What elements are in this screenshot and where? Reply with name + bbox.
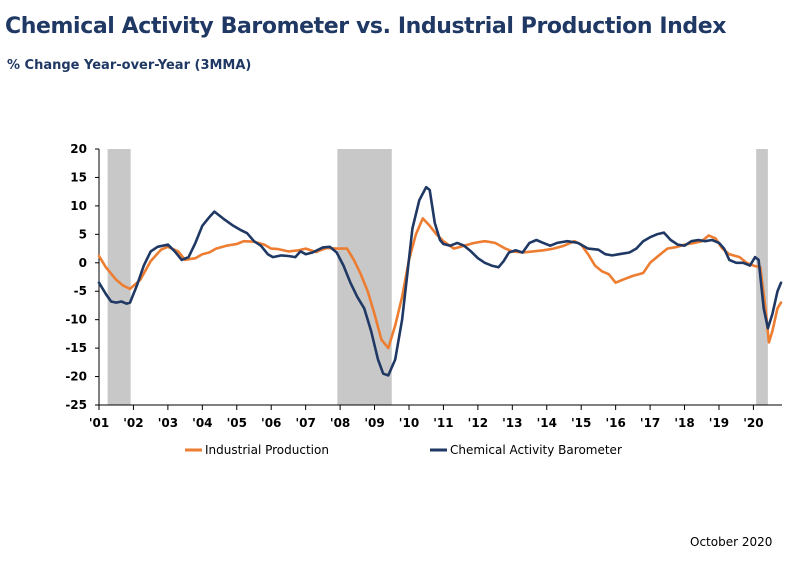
recession-band-0 bbox=[107, 149, 131, 405]
x-tick-label: '02 bbox=[123, 416, 143, 430]
series-line-0 bbox=[97, 217, 783, 350]
series-line-1 bbox=[97, 185, 783, 377]
x-tick-label: '17 bbox=[640, 416, 660, 430]
date-footnote: October 2020 bbox=[690, 535, 773, 549]
y-tick-label: 0 bbox=[79, 256, 87, 270]
y-tick-label: -25 bbox=[65, 398, 87, 412]
x-tick-label: '03 bbox=[158, 416, 178, 430]
x-tick-label: '01 bbox=[89, 416, 109, 430]
y-tick-label: -10 bbox=[65, 313, 87, 327]
x-tick-label: '11 bbox=[433, 416, 453, 430]
x-tick-label: '16 bbox=[605, 416, 625, 430]
x-tick-label: '04 bbox=[192, 416, 212, 430]
chart-axes: 20 15 10 5 0 -5 -10 -15 -20 -25'01 '02 '03 '04 '05 '06… bbox=[65, 142, 782, 430]
recession-shading bbox=[107, 149, 768, 405]
x-tick-label: '15 bbox=[571, 416, 591, 430]
x-tick-label: '14 bbox=[537, 416, 557, 430]
x-tick-label: '19 bbox=[709, 416, 729, 430]
y-tick-label: 5 bbox=[79, 227, 87, 241]
x-tick-label: '12 bbox=[468, 416, 488, 430]
x-tick-label: '05 bbox=[227, 416, 247, 430]
x-tick-label: '20 bbox=[743, 416, 763, 430]
chart-subtitle: % Change Year-over-Year (3MMA) bbox=[7, 58, 252, 73]
y-tick-label: 15 bbox=[70, 170, 87, 184]
recession-band-1 bbox=[337, 149, 392, 405]
y-tick-label: -5 bbox=[74, 284, 87, 298]
legend-label-0: Industrial Production bbox=[205, 443, 329, 457]
y-tick-label: 20 bbox=[70, 142, 87, 156]
x-tick-label: '13 bbox=[502, 416, 522, 430]
x-tick-label: '08 bbox=[330, 416, 350, 430]
chart-title: Chemical Activity Barometer vs. Industri… bbox=[5, 14, 727, 39]
chart-legend: Industrial Production Chemical Activity B… bbox=[185, 443, 622, 457]
x-tick-label: '10 bbox=[399, 416, 419, 430]
y-tick-label: -20 bbox=[65, 370, 87, 384]
x-tick-label: '07 bbox=[295, 416, 315, 430]
x-tick-label: '06 bbox=[261, 416, 281, 430]
x-tick-label: '18 bbox=[674, 416, 694, 430]
legend-label-1: Chemical Activity Barometer bbox=[450, 443, 622, 457]
y-tick-label: 10 bbox=[70, 199, 87, 213]
chart-series bbox=[97, 185, 783, 377]
y-tick-label: -15 bbox=[65, 341, 87, 355]
x-tick-label: '09 bbox=[364, 416, 384, 430]
